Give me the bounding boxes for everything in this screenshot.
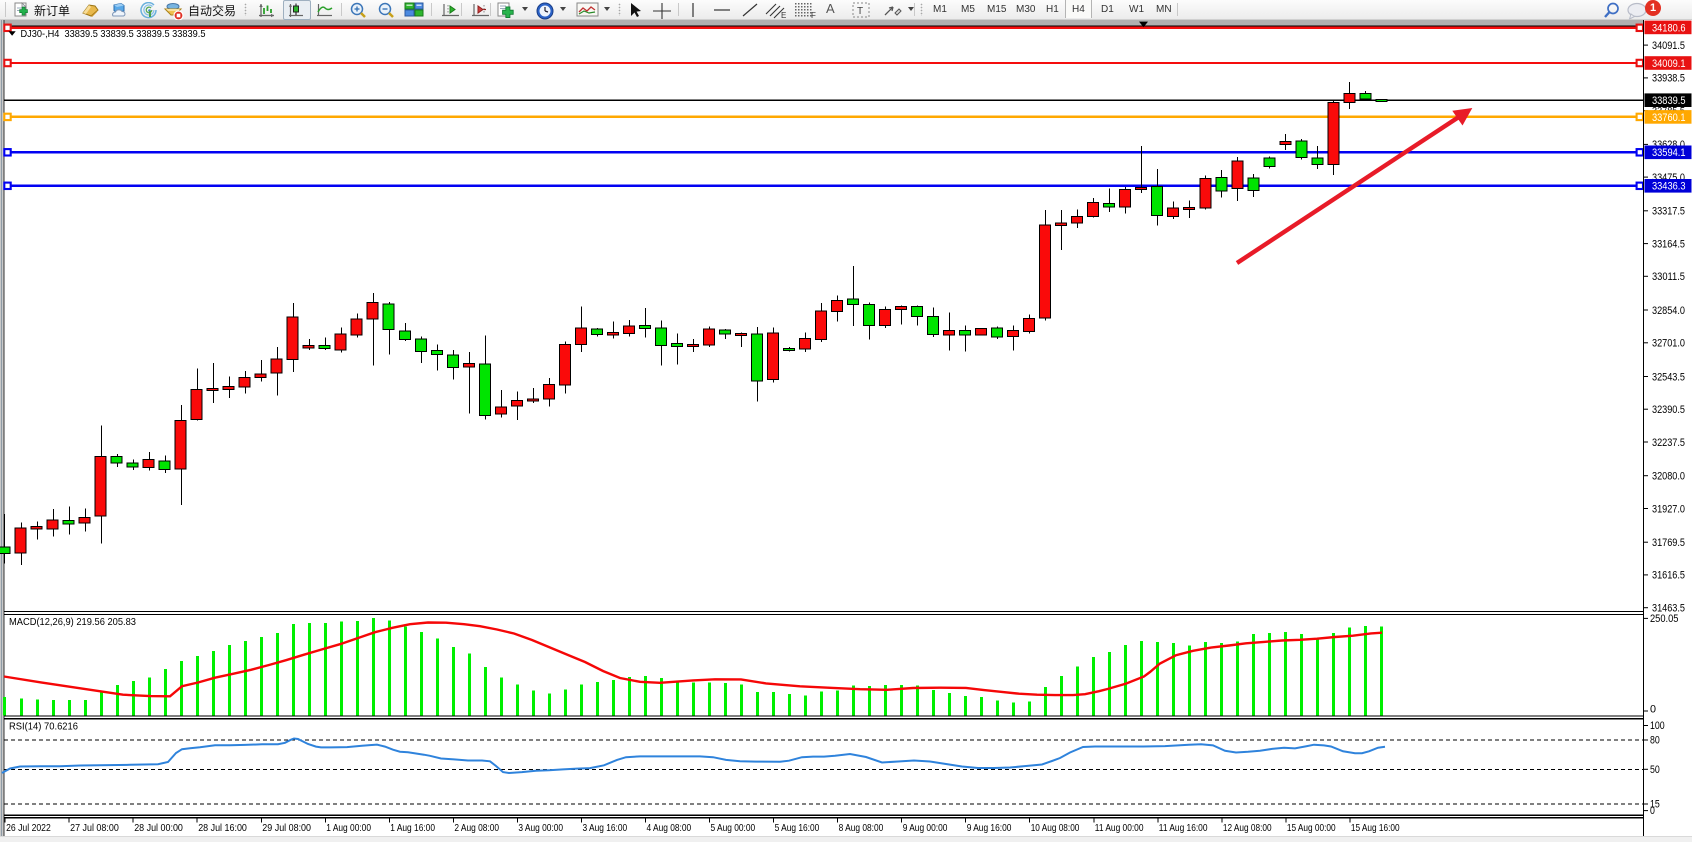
svg-text:33164.5: 33164.5 xyxy=(1652,238,1685,250)
svg-text:32543.5: 32543.5 xyxy=(1652,371,1685,383)
svg-text:32854.0: 32854.0 xyxy=(1652,305,1685,317)
svg-text:33011.5: 33011.5 xyxy=(1652,271,1685,283)
svg-text:9 Aug 16:00: 9 Aug 16:00 xyxy=(967,822,1012,834)
svg-text:5 Aug 00:00: 5 Aug 00:00 xyxy=(711,822,756,834)
svg-text:33317.5: 33317.5 xyxy=(1652,206,1685,218)
svg-text:33594.1: 33594.1 xyxy=(1652,147,1686,159)
svg-text:100: 100 xyxy=(1650,720,1665,732)
svg-text:32080.0: 32080.0 xyxy=(1652,471,1685,483)
svg-text:11 Aug 00:00: 11 Aug 00:00 xyxy=(1095,822,1144,834)
svg-text:31769.5: 31769.5 xyxy=(1652,537,1685,549)
svg-text:250.05: 250.05 xyxy=(1650,613,1679,625)
svg-text:34091.5: 34091.5 xyxy=(1652,40,1685,52)
svg-text:31616.5: 31616.5 xyxy=(1652,570,1685,582)
svg-text:DJ30-,H4 33839.5 33839.5 3383: DJ30-,H4 33839.5 33839.5 33839.5 33839.5 xyxy=(21,28,206,40)
svg-text:27 Jul 08:00: 27 Jul 08:00 xyxy=(70,822,119,834)
svg-text:31927.0: 31927.0 xyxy=(1652,503,1685,515)
svg-text:29 Jul 08:00: 29 Jul 08:00 xyxy=(262,822,311,834)
svg-text:34009.1: 34009.1 xyxy=(1652,58,1686,70)
svg-text:5 Aug 16:00: 5 Aug 16:00 xyxy=(775,822,820,834)
svg-text:1 Aug 16:00: 1 Aug 16:00 xyxy=(390,822,435,834)
svg-text:T: T xyxy=(857,6,863,17)
svg-text:80: 80 xyxy=(1650,735,1660,747)
svg-text:26 Jul 2022: 26 Jul 2022 xyxy=(6,822,51,834)
svg-text:1 Aug 00:00: 1 Aug 00:00 xyxy=(326,822,371,834)
svg-text:9 Aug 00:00: 9 Aug 00:00 xyxy=(903,822,948,834)
svg-text:28 Jul 00:00: 28 Jul 00:00 xyxy=(134,822,183,834)
svg-text:0: 0 xyxy=(1650,703,1656,715)
svg-text:33938.5: 33938.5 xyxy=(1652,73,1685,85)
svg-text:28 Jul 16:00: 28 Jul 16:00 xyxy=(198,822,247,834)
svg-text:11 Aug 16:00: 11 Aug 16:00 xyxy=(1159,822,1208,834)
svg-text:34180.6: 34180.6 xyxy=(1652,22,1686,34)
svg-text:8 Aug 08:00: 8 Aug 08:00 xyxy=(839,822,884,834)
svg-text:12 Aug 08:00: 12 Aug 08:00 xyxy=(1223,822,1272,834)
svg-text:33839.5: 33839.5 xyxy=(1652,95,1686,107)
svg-text:32390.5: 32390.5 xyxy=(1652,404,1685,416)
svg-text:3 Aug 16:00: 3 Aug 16:00 xyxy=(583,822,628,834)
svg-text:4 Aug 08:00: 4 Aug 08:00 xyxy=(647,822,692,834)
svg-text:3 Aug 00:00: 3 Aug 00:00 xyxy=(518,822,563,834)
svg-text:50: 50 xyxy=(1650,764,1660,776)
svg-text:10 Aug 08:00: 10 Aug 08:00 xyxy=(1031,822,1080,834)
svg-text:15: 15 xyxy=(1650,799,1660,811)
svg-text:2 Aug 08:00: 2 Aug 08:00 xyxy=(454,822,499,834)
svg-text:32237.5: 32237.5 xyxy=(1652,437,1685,449)
svg-text:33760.1: 33760.1 xyxy=(1652,112,1686,124)
svg-text:15 Aug 16:00: 15 Aug 16:00 xyxy=(1351,822,1400,834)
svg-text:31463.5: 31463.5 xyxy=(1652,603,1685,615)
svg-text:15 Aug 00:00: 15 Aug 00:00 xyxy=(1287,822,1336,834)
svg-text:RSI(14) 70.6216: RSI(14) 70.6216 xyxy=(9,720,78,732)
svg-text:33436.3: 33436.3 xyxy=(1652,181,1686,193)
svg-text:E: E xyxy=(781,11,786,19)
svg-text:MACD(12,26,9) 219.56 205.83: MACD(12,26,9) 219.56 205.83 xyxy=(9,616,136,628)
svg-text:F: F xyxy=(811,11,816,19)
svg-text:32701.0: 32701.0 xyxy=(1652,338,1685,350)
svg-text:0: 0 xyxy=(1650,805,1655,817)
